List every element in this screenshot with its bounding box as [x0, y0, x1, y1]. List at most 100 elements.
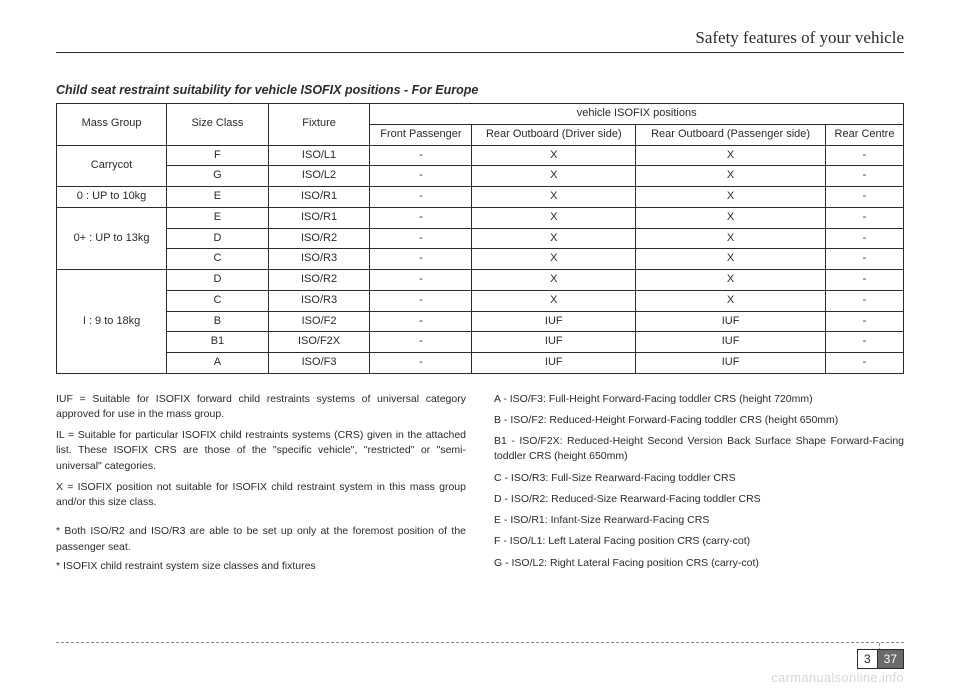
table-row: 0+ : UP to 13kgEISO/R1-XX- [57, 207, 904, 228]
cell-fixture: ISO/R3 [268, 290, 370, 311]
cell-size: A [167, 353, 269, 374]
cell-fp: - [370, 249, 472, 270]
cell-fp: - [370, 187, 472, 208]
cell-fp: - [370, 228, 472, 249]
cell-rc: - [826, 207, 904, 228]
def-c: C - ISO/R3: Full-Size Rearward-Facing to… [494, 471, 904, 486]
cell-fixture: ISO/R2 [268, 228, 370, 249]
cell-rd: X [472, 187, 636, 208]
th-rear-passenger: Rear Outboard (Passenger side) [636, 124, 826, 145]
page-header-title: Safety features of your vehicle [56, 28, 904, 48]
watermark: carmanualsonline.info [771, 670, 904, 685]
cell-rd: X [472, 270, 636, 291]
cell-size: E [167, 187, 269, 208]
def-d: D - ISO/R2: Reduced-Size Rearward-Facing… [494, 492, 904, 507]
def-e: E - ISO/R1: Infant-Size Rearward-Facing … [494, 513, 904, 528]
table-title: Child seat restraint suitability for veh… [56, 83, 904, 97]
table-row: DISO/R2-XX- [57, 228, 904, 249]
th-mass-group: Mass Group [57, 104, 167, 146]
cell-rp: X [636, 290, 826, 311]
cell-mass-group: 0+ : UP to 13kg [57, 207, 167, 269]
cell-fixture: ISO/L1 [268, 145, 370, 166]
table-row: B1ISO/F2X-IUFIUF- [57, 332, 904, 353]
cell-size: B [167, 311, 269, 332]
cell-rd: X [472, 249, 636, 270]
table-body: CarrycotFISO/L1-XX-GISO/L2-XX-0 : UP to … [57, 145, 904, 373]
cell-size: D [167, 228, 269, 249]
def-iuf: IUF = Suitable for ISOFIX forward child … [56, 392, 466, 422]
section-number: 3 [857, 649, 877, 669]
cell-rd: IUF [472, 332, 636, 353]
th-rear-centre: Rear Centre [826, 124, 904, 145]
cell-size: E [167, 207, 269, 228]
cell-fixture: ISO/F3 [268, 353, 370, 374]
cell-mass-group: 0 : UP to 10kg [57, 187, 167, 208]
cell-rp: X [636, 145, 826, 166]
bottom-dashed-rule [56, 642, 904, 643]
def-b: B - ISO/F2: Reduced-Height Forward-Facin… [494, 413, 904, 428]
cell-rd: IUF [472, 311, 636, 332]
cell-rp: IUF [636, 311, 826, 332]
table-row: 0 : UP to 10kgEISO/R1-XX- [57, 187, 904, 208]
cell-rd: X [472, 145, 636, 166]
page-number: 37 [877, 649, 904, 669]
table-row: I : 9 to 18kgDISO/R2-XX- [57, 270, 904, 291]
def-b1: B1 - ISO/F2X: Reduced-Height Second Vers… [494, 434, 904, 464]
table-row: BISO/F2-IUFIUF- [57, 311, 904, 332]
cell-fixture: ISO/R1 [268, 207, 370, 228]
def-f: F - ISO/L1: Left Lateral Facing position… [494, 534, 904, 549]
footnote-1: * Both ISO/R2 and ISO/R3 are able to be … [56, 524, 466, 554]
cell-size: B1 [167, 332, 269, 353]
cell-fp: - [370, 145, 472, 166]
cell-rd: X [472, 290, 636, 311]
cell-rc: - [826, 332, 904, 353]
cell-rp: X [636, 228, 826, 249]
cell-size: C [167, 290, 269, 311]
cell-rp: X [636, 207, 826, 228]
cell-fp: - [370, 166, 472, 187]
header-rule: Safety features of your vehicle [56, 28, 904, 53]
cell-rp: X [636, 270, 826, 291]
cell-rc: - [826, 290, 904, 311]
cell-rc: - [826, 270, 904, 291]
cell-rc: - [826, 166, 904, 187]
th-front-passenger: Front Passenger [370, 124, 472, 145]
isofix-table: Mass Group Size Class Fixture vehicle IS… [56, 103, 904, 374]
cell-fixture: ISO/R2 [268, 270, 370, 291]
table-row: CISO/R3-XX- [57, 290, 904, 311]
cell-rc: - [826, 187, 904, 208]
cell-rd: X [472, 228, 636, 249]
cell-rp: IUF [636, 332, 826, 353]
cell-fixture: ISO/R3 [268, 249, 370, 270]
cell-fp: - [370, 207, 472, 228]
th-fixture: Fixture [268, 104, 370, 146]
cell-rd: IUF [472, 353, 636, 374]
table-row: CarrycotFISO/L1-XX- [57, 145, 904, 166]
left-column: IUF = Suitable for ISOFIX forward child … [56, 392, 466, 578]
definitions-columns: IUF = Suitable for ISOFIX forward child … [56, 392, 904, 578]
def-a: A - ISO/F3: Full-Height Forward-Facing t… [494, 392, 904, 407]
cell-fixture: ISO/R1 [268, 187, 370, 208]
cell-rc: - [826, 228, 904, 249]
cell-fp: - [370, 290, 472, 311]
cell-rc: - [826, 145, 904, 166]
cell-rp: X [636, 187, 826, 208]
def-g: G - ISO/L2: Right Lateral Facing positio… [494, 556, 904, 571]
cell-size: G [167, 166, 269, 187]
page-number-box: 3 37 [857, 649, 904, 669]
cell-size: F [167, 145, 269, 166]
cell-fixture: ISO/L2 [268, 166, 370, 187]
cell-rp: X [636, 166, 826, 187]
cell-fp: - [370, 332, 472, 353]
cell-rp: IUF [636, 353, 826, 374]
footnote-2: * ISOFIX child restraint system size cla… [56, 559, 466, 574]
cell-rc: - [826, 353, 904, 374]
cell-size: D [167, 270, 269, 291]
table-row: GISO/L2-XX- [57, 166, 904, 187]
cell-fixture: ISO/F2 [268, 311, 370, 332]
cell-rc: - [826, 249, 904, 270]
cell-size: C [167, 249, 269, 270]
cell-fixture: ISO/F2X [268, 332, 370, 353]
cell-fp: - [370, 353, 472, 374]
table-row: CISO/R3-XX- [57, 249, 904, 270]
